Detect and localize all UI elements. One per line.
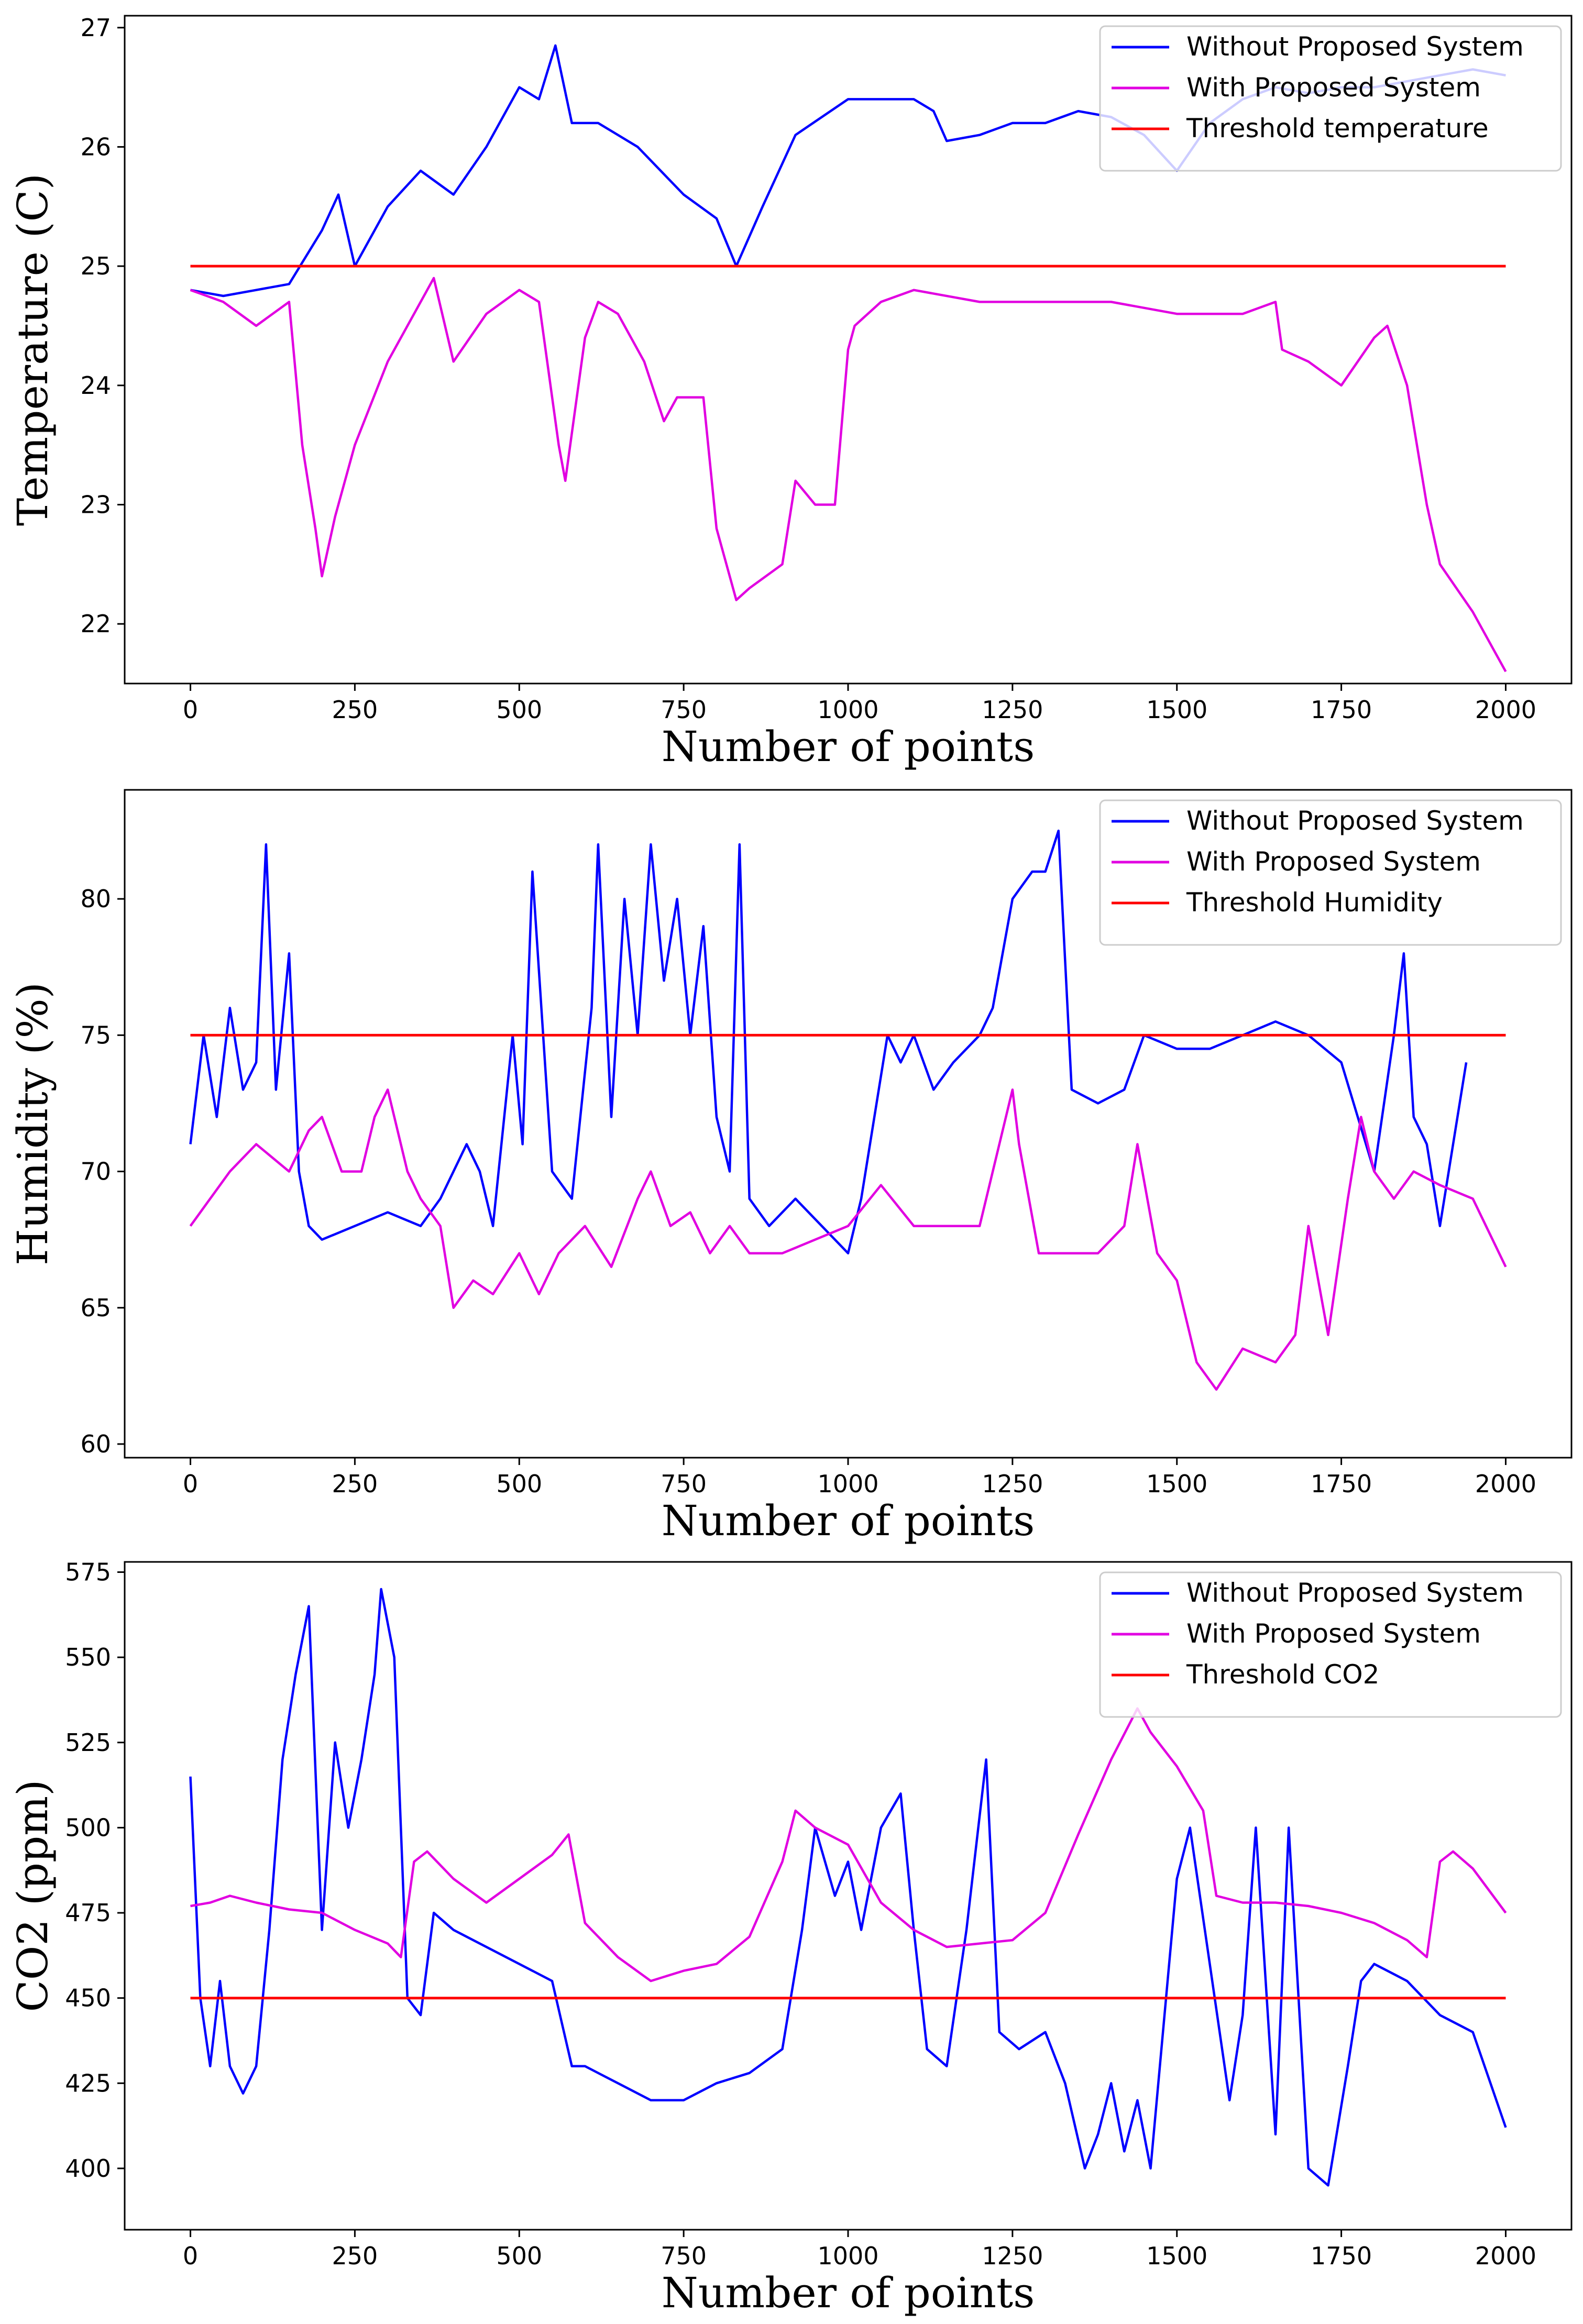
x-tick-label: 1750 bbox=[1311, 2242, 1372, 2270]
y-tick-label: 26 bbox=[80, 133, 111, 161]
y-tick-label: 23 bbox=[80, 490, 111, 519]
x-tick-label: 250 bbox=[332, 1470, 378, 1498]
x-tick-label: 1500 bbox=[1146, 2242, 1207, 2270]
x-tick-label: 1000 bbox=[817, 1470, 878, 1498]
y-tick-label: 22 bbox=[80, 610, 111, 638]
y-tick-label: 500 bbox=[65, 1813, 111, 1842]
y-tick-label: 25 bbox=[80, 252, 111, 280]
series-line-2 bbox=[190, 277, 1507, 673]
y-tick-label: 550 bbox=[65, 1643, 111, 1671]
legend-box bbox=[1099, 799, 1562, 946]
x-tick-label: 0 bbox=[183, 1470, 198, 1498]
x-axis-label: Number of points bbox=[662, 2268, 1035, 2317]
legend-entry: With Proposed System bbox=[1186, 846, 1481, 877]
legend: Without Proposed System With Proposed Sys… bbox=[1099, 1571, 1562, 1718]
x-tick-label: 1250 bbox=[982, 696, 1043, 724]
y-axis-label: Temperature (C) bbox=[8, 173, 57, 526]
y-tick-label: 75 bbox=[80, 1021, 111, 1049]
legend-entry: Without Proposed System bbox=[1186, 31, 1524, 62]
legend-box bbox=[1099, 25, 1562, 172]
y-axis-label: CO2 (ppm) bbox=[8, 1780, 57, 2012]
x-tick-label: 1500 bbox=[1146, 1470, 1207, 1498]
y-tick-label: 525 bbox=[65, 1728, 111, 1757]
chart-panel-3: 0 250 500 750 1000 1250 1500 1750 2000 400 425 450 4… bbox=[8, 1558, 1573, 2317]
series-line-1 bbox=[189, 1588, 1507, 2187]
y-tick-label: 425 bbox=[65, 2069, 111, 2097]
y-tick-label: 65 bbox=[80, 1294, 111, 1322]
x-tick-label: 1000 bbox=[817, 696, 878, 724]
y-tick-label: 475 bbox=[65, 1899, 111, 1927]
legend-entry: Threshold Humidity bbox=[1186, 887, 1443, 918]
plot-frame bbox=[124, 789, 1573, 1459]
series-line-1 bbox=[189, 829, 1468, 1254]
legend-box bbox=[1099, 1571, 1562, 1718]
x-axis-label: Number of points bbox=[662, 1496, 1035, 1545]
x-tick-label: 2000 bbox=[1475, 1470, 1536, 1498]
legend-entry: Threshold CO2 bbox=[1186, 1659, 1379, 1690]
x-tick-label: 250 bbox=[332, 696, 378, 724]
y-tick-label: 450 bbox=[65, 1984, 111, 2012]
x-tick-label: 2000 bbox=[1475, 696, 1536, 724]
x-tick-label: 1750 bbox=[1311, 1470, 1372, 1498]
chart-panel-1: 0 250 500 750 1000 1250 1500 1750 2000 22 23 24 25 26… bbox=[8, 14, 1573, 771]
legend-entry: Without Proposed System bbox=[1186, 806, 1524, 836]
y-tick-label: 575 bbox=[65, 1558, 111, 1587]
y-tick-label: 27 bbox=[80, 14, 111, 42]
x-tick-label: 1500 bbox=[1146, 696, 1207, 724]
y-axis-label: Humidity (%) bbox=[8, 982, 57, 1265]
series-line-2 bbox=[190, 1707, 1507, 1982]
x-tick-label: 2000 bbox=[1475, 2242, 1536, 2270]
plot-frame bbox=[124, 1561, 1573, 2231]
x-tick-label: 1250 bbox=[982, 2242, 1043, 2270]
x-tick-label: 500 bbox=[496, 2242, 542, 2270]
x-tick-label: 1000 bbox=[817, 2242, 878, 2270]
x-tick-label: 500 bbox=[496, 696, 542, 724]
y-tick-label: 400 bbox=[65, 2154, 111, 2183]
y-tick-label: 24 bbox=[80, 371, 111, 400]
x-tick-label: 0 bbox=[183, 2242, 198, 2270]
legend: Without Proposed System With Proposed Sys… bbox=[1099, 25, 1562, 172]
series-line-2 bbox=[189, 1088, 1507, 1391]
x-tick-label: 1250 bbox=[982, 1470, 1043, 1498]
x-tick-label: 1750 bbox=[1311, 696, 1372, 724]
y-tick-label: 70 bbox=[80, 1158, 111, 1186]
chart-panel-2: 0 250 500 750 1000 1250 1500 1750 2000 60 65 70 75 80… bbox=[8, 789, 1573, 1545]
legend: Without Proposed System With Proposed Sys… bbox=[1099, 799, 1562, 946]
legend-entry: With Proposed System bbox=[1186, 72, 1481, 103]
plot-frame bbox=[124, 15, 1573, 685]
x-axis-label: Number of points bbox=[662, 722, 1035, 771]
legend-entry: Threshold temperature bbox=[1186, 113, 1489, 144]
legend-entry: Without Proposed System bbox=[1186, 1578, 1524, 1608]
x-tick-label: 750 bbox=[661, 1470, 707, 1498]
x-tick-label: 500 bbox=[496, 1470, 542, 1498]
x-tick-label: 0 bbox=[183, 696, 198, 724]
legend-entry: With Proposed System bbox=[1186, 1618, 1481, 1649]
y-tick-label: 80 bbox=[80, 885, 111, 913]
x-tick-label: 750 bbox=[661, 2242, 707, 2270]
x-tick-label: 250 bbox=[332, 2242, 378, 2270]
x-tick-label: 750 bbox=[661, 696, 707, 724]
y-tick-label: 60 bbox=[80, 1430, 111, 1458]
